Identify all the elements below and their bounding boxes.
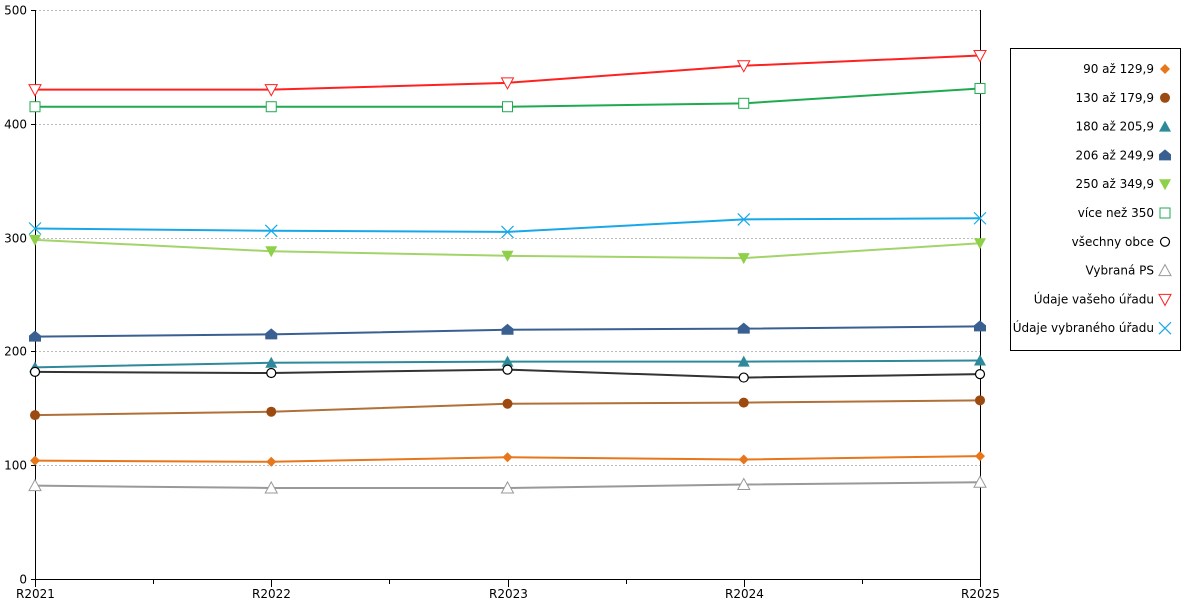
marker-triangle-open (973, 475, 987, 488)
marker-triangle-down-open (1158, 293, 1172, 307)
marker-triangle-down-open (28, 84, 42, 97)
series-8 (28, 50, 987, 97)
x-tick-label: R2025 (961, 587, 1000, 600)
marker-x (501, 225, 514, 239)
marker-x (1158, 321, 1172, 335)
series-3 (29, 320, 986, 342)
legend-label: Údaje vašeho úřadu (1034, 291, 1154, 306)
marker-triangle (974, 354, 986, 366)
marker-pentagon (29, 330, 41, 342)
marker-diamond (266, 456, 277, 467)
marker-diamond (738, 454, 749, 465)
legend-box (1010, 48, 1181, 351)
marker-x (264, 224, 278, 238)
legend-label: 180 až 205,9 (1075, 120, 1154, 134)
marker-triangle-down (265, 246, 278, 258)
marker-x (737, 212, 751, 226)
marker-triangle-down (1159, 179, 1171, 191)
x-tick-label: R2024 (725, 587, 764, 600)
x-tick-label: R2023 (489, 587, 528, 600)
legend-label: Údaje vybraného úřadu (1013, 320, 1154, 335)
marker-pentagon (265, 328, 278, 340)
marker-square-open (974, 83, 986, 95)
legend-label: 250 až 349,9 (1075, 177, 1154, 191)
series-9 (28, 211, 987, 239)
legend-label: 206 až 249,9 (1075, 148, 1154, 162)
marker-triangle-down-open (973, 50, 987, 63)
series-line (34, 217, 981, 233)
series-6 (29, 364, 986, 383)
marker-circle-open (974, 369, 986, 380)
marker-circle-open (29, 366, 41, 377)
marker-triangle (501, 355, 514, 367)
y-tick-label: 100 (4, 459, 27, 473)
x-tick-label: R2021 (16, 587, 55, 600)
legend: 90 až 129,9 130 až 179,9 180 až 205,9 206 a… (1010, 48, 1181, 351)
y-tick-label: 200 (4, 345, 27, 359)
series-5 (29, 83, 986, 113)
series-7 (28, 475, 987, 494)
marker-triangle (265, 356, 278, 368)
series-lines (28, 50, 987, 494)
marker-triangle-down-open (500, 77, 515, 90)
axes: 0 100 200 300 400 500 R2021 R2022 R2023 R2024 R202… (4, 4, 1000, 602)
marker-triangle-open (1158, 263, 1172, 277)
marker-circle (30, 410, 40, 421)
marker-diamond (1160, 64, 1170, 74)
marker-square-open (502, 101, 513, 113)
marker-square-open (29, 101, 41, 113)
legend-label: 130 až 179,9 (1075, 91, 1154, 105)
marker-triangle-open (28, 478, 42, 492)
marker-diamond (975, 451, 985, 462)
marker-pentagon (737, 322, 750, 334)
marker-triangle-down-open (264, 84, 279, 97)
marker-circle (502, 398, 513, 409)
marker-triangle-open (500, 480, 515, 494)
marker-circle (975, 395, 985, 406)
marker-pentagon (1159, 149, 1171, 161)
y-tick-label: 400 (4, 118, 27, 132)
marker-triangle-open (736, 477, 751, 491)
marker-triangle-down (737, 253, 750, 265)
marker-circle (266, 406, 277, 417)
series-1 (30, 395, 985, 421)
y-tick-label: 500 (4, 4, 27, 18)
marker-circle-open (1159, 236, 1171, 247)
marker-circle-open (502, 364, 513, 375)
x-tick-label: R2022 (252, 587, 291, 600)
legend-label: 90 až 129,9 (1083, 62, 1154, 76)
y-tick-label: 0 (19, 573, 27, 587)
legend-label: všechny obce (1072, 235, 1154, 249)
marker-triangle-open (264, 480, 279, 494)
legend-label: Vybraná PS (1085, 264, 1154, 278)
marker-triangle-down (501, 250, 514, 262)
marker-square-open (1159, 207, 1171, 219)
y-tick-label: 300 (4, 232, 27, 246)
marker-triangle (737, 355, 750, 367)
marker-diamond (30, 455, 40, 466)
marker-square-open (738, 97, 750, 109)
marker-triangle-down (974, 238, 986, 250)
marker-square-open (265, 101, 277, 113)
marker-x (28, 222, 42, 235)
marker-circle (738, 397, 749, 408)
series-0 (30, 451, 985, 467)
marker-circle-open (738, 372, 749, 383)
legend-label: více než 350 (1078, 206, 1154, 220)
series-4 (29, 234, 986, 265)
marker-triangle (1159, 120, 1171, 132)
grid (35, 10, 980, 466)
marker-triangle-down (29, 234, 41, 246)
marker-circle (1160, 92, 1170, 103)
marker-circle-open (266, 367, 277, 379)
marker-triangle-down-open (736, 60, 751, 73)
marker-pentagon (501, 323, 514, 335)
marker-pentagon (974, 320, 986, 332)
marker-diamond (502, 452, 513, 463)
marker-x (973, 211, 987, 225)
